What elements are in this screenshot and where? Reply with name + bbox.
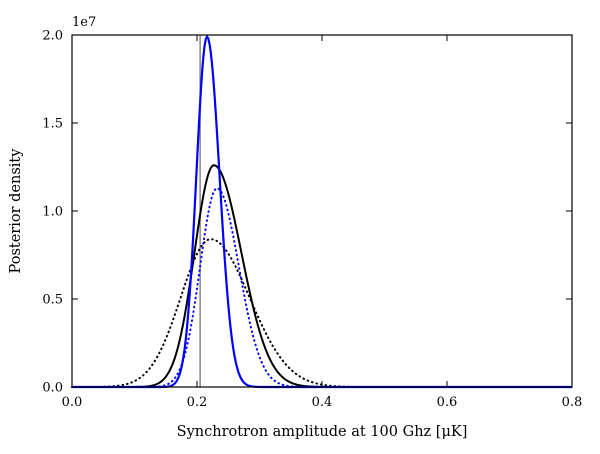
x-axis-label: Synchrotron amplitude at 100 Ghz [μK]: [177, 424, 468, 440]
curve-black-solid: [72, 164, 572, 388]
curve-black-dotted: [71, 238, 573, 388]
plot-border: [71, 34, 573, 388]
y-tick-label: 1.5: [42, 117, 63, 132]
x-tick-label: 0.4: [312, 395, 333, 410]
y-tick-label: 1.0: [42, 205, 63, 220]
y-tick-label: 0.5: [42, 293, 63, 308]
x-tick-label: 0.0: [62, 395, 83, 410]
y-axis-offset-label: 1e7: [72, 15, 96, 30]
x-tick-label: 0.2: [187, 395, 208, 410]
x-tick-label: 0.6: [437, 395, 458, 410]
y-tick-label: 0.0: [42, 381, 63, 396]
plot-content: 0.0 0.2 0.4 0.6 0.8 0.0 0.5 1.0 1.5 2.0: [42, 29, 582, 411]
y-tick-label: 2.0: [42, 29, 63, 44]
x-tick-label: 0.8: [562, 395, 583, 410]
curve-blue-solid: [72, 34, 572, 389]
y-axis-label: Posterior density: [8, 148, 24, 274]
curve-blue-dotted: [71, 187, 573, 388]
